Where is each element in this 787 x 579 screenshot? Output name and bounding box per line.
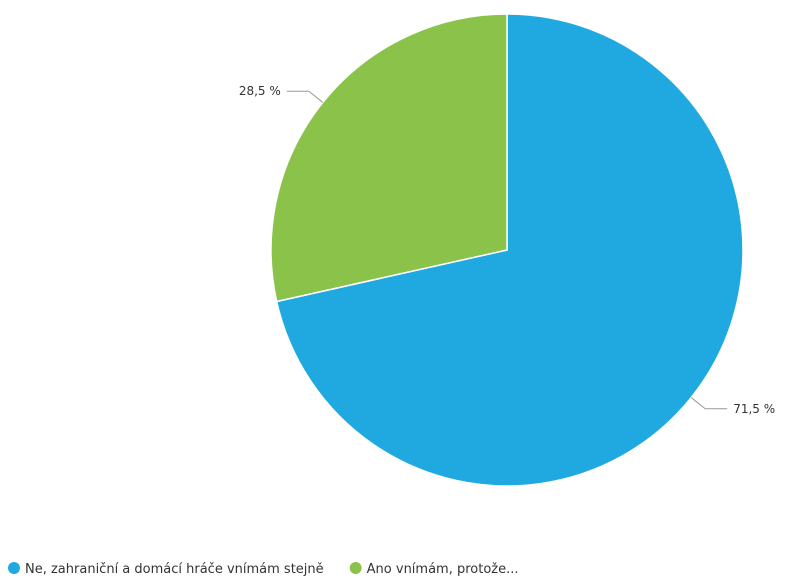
legend-label: Ne, zahraniční a domácí hráče vnímám ste… [25, 562, 324, 577]
pie-slice-1[interactable] [275, 13, 744, 487]
legend-label: Ano vnímám, protože... [367, 562, 519, 577]
label-connector-2 [286, 90, 324, 103]
legend: Ne, zahraniční a domácí hráče vnímám ste… [8, 562, 519, 577]
data-labels: 71,5 % 28,5 % [239, 84, 775, 416]
pie-slices [270, 13, 744, 487]
data-label-2: 28,5 % [239, 84, 281, 98]
legend-item-2[interactable]: Ano vnímám, protože... [349, 562, 519, 577]
label-connector-1 [690, 397, 728, 410]
label-connectors [286, 90, 728, 410]
legend-item-1[interactable]: Ne, zahraniční a domácí hráče vnímám ste… [8, 562, 324, 577]
legend-marker-icon [8, 562, 20, 574]
data-label-1: 71,5 % [733, 402, 775, 416]
legend-marker-icon [349, 562, 362, 574]
pie-slice-2[interactable] [270, 13, 508, 303]
